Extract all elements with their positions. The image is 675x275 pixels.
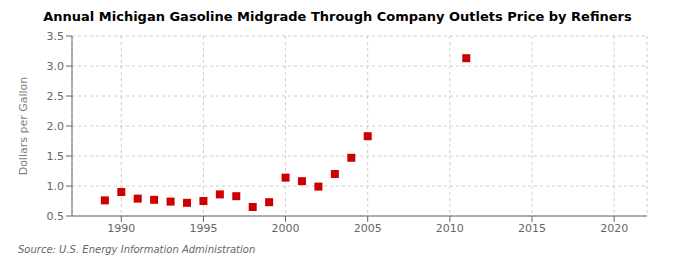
- svg-text:2005: 2005: [354, 222, 382, 235]
- svg-text:2015: 2015: [518, 222, 546, 235]
- svg-text:3.5: 3.5: [47, 30, 65, 43]
- svg-text:2020: 2020: [600, 222, 628, 235]
- svg-text:1995: 1995: [189, 222, 217, 235]
- html-text:Annual Michigan Gasoline Midgr: Annual Michigan Gasoline Midgrade Throug…: [43, 9, 632, 24]
- svg-text:1990: 1990: [107, 222, 135, 235]
- svg-text:2.5: 2.5: [47, 90, 65, 103]
- svg-text:0.5: 0.5: [47, 210, 65, 223]
- svg-text:Dollars per Gallon: Dollars per Gallon: [17, 77, 30, 176]
- svg-text:1.5: 1.5: [47, 150, 65, 163]
- svg-text:2000: 2000: [272, 222, 300, 235]
- html-text:Source: U.S. Energy Informatio: Source: U.S. Energy Information Administ…: [18, 244, 256, 255]
- svg-text:2.0: 2.0: [47, 120, 65, 133]
- svg-text:1.0: 1.0: [47, 180, 65, 193]
- svg-text:2010: 2010: [436, 222, 464, 235]
- svg-text:3.0: 3.0: [47, 60, 65, 73]
